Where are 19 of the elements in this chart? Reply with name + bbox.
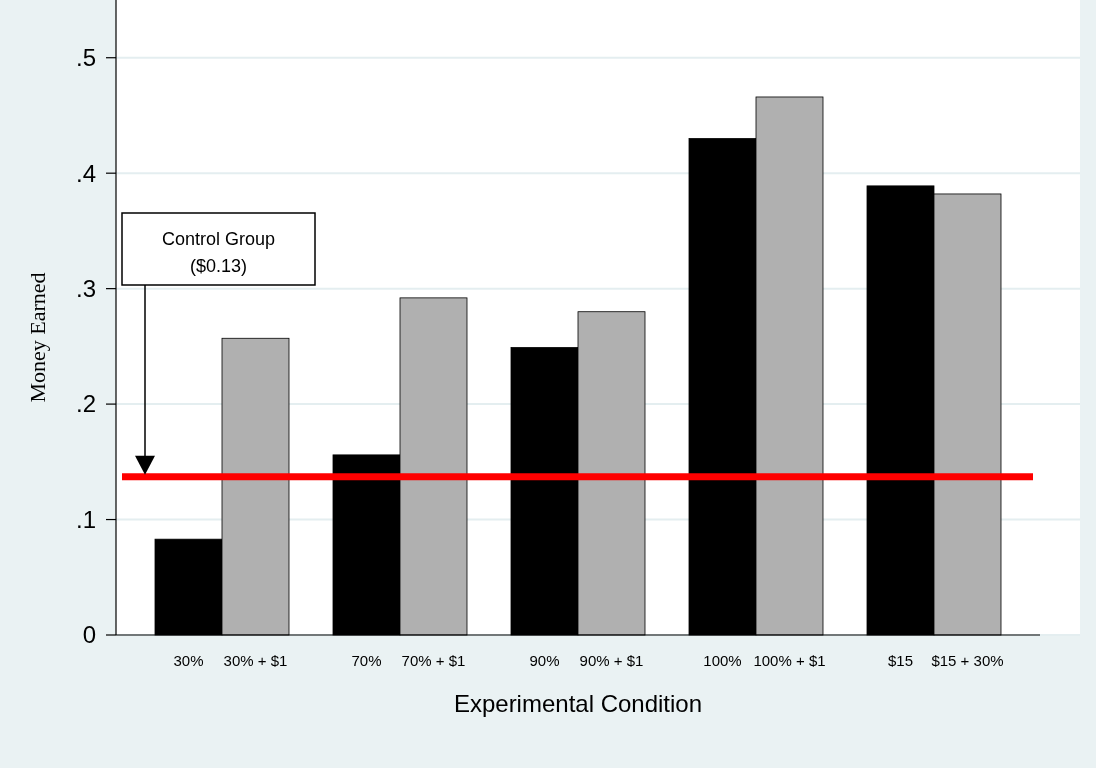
annotation: Control Group ($0.13) xyxy=(161,229,276,276)
x-tick-label: 70% xyxy=(351,652,382,669)
x-tick-label: $15 xyxy=(887,652,914,669)
y-tick-label: .2 xyxy=(75,390,96,418)
x-tick-label: 30% + $1 xyxy=(223,652,288,669)
y-tick-label: 0 xyxy=(82,621,96,649)
y-tick-label: .1 xyxy=(75,505,96,533)
y-tick-label: .5 xyxy=(75,44,96,72)
x-tick-label: 100% + $1 xyxy=(753,652,826,669)
x-tick-label: 70% + $1 xyxy=(401,652,466,669)
x-tick-label: $15 + 30% xyxy=(931,652,1004,669)
x-tick-label: 30% xyxy=(173,652,204,669)
y-tick-label: .3 xyxy=(75,275,96,303)
x-tick-label: 90% + $1 xyxy=(579,652,644,669)
y-axis-title: Money Earned xyxy=(25,272,50,403)
y-tick-label: .4 xyxy=(75,159,96,187)
x-tick-label: 90% xyxy=(529,652,560,669)
x-tick-label: 100% xyxy=(703,652,742,669)
x-axis-title: Experimental Condition xyxy=(453,690,703,717)
